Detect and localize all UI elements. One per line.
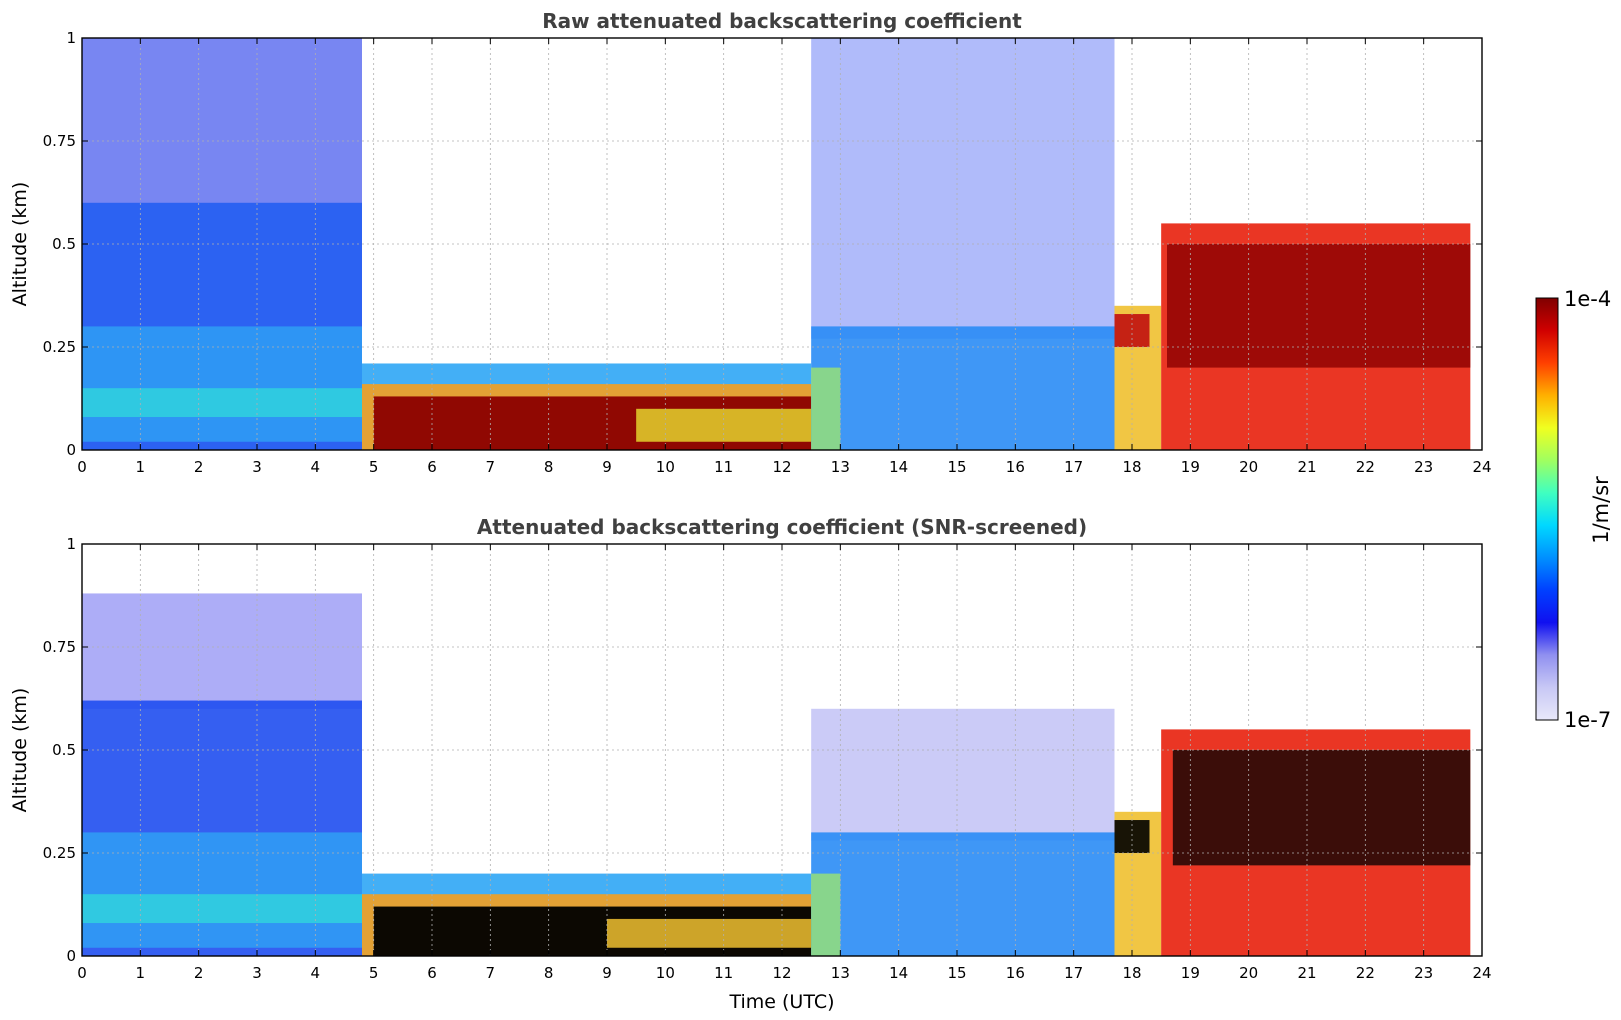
heatmap-band: [811, 873, 841, 956]
heatmap-band: [811, 708, 1115, 841]
x-tick-label: 7: [486, 964, 496, 982]
x-tick-label: 19: [1181, 964, 1200, 982]
x-tick-label: 17: [1064, 458, 1083, 476]
x-tick-label: 16: [1006, 458, 1025, 476]
x-tick-label: 4: [311, 964, 321, 982]
heatmap-band: [811, 326, 1115, 450]
y-tick-label: 1: [66, 535, 76, 553]
x-tick-label: 3: [252, 964, 262, 982]
colorbar-min-label: 1e-7: [1564, 708, 1611, 732]
x-tick-label: 21: [1297, 458, 1316, 476]
y-ticks: 0 0.25 0.5 0.75 1: [43, 29, 1482, 459]
grid-lines: [82, 544, 1482, 956]
y-tick-label: 0.5: [52, 235, 76, 253]
y-tick-label: 0.75: [43, 132, 76, 150]
y-tick-label: 0.5: [52, 741, 76, 759]
y-ticks: 0 0.25 0.5 0.75 1: [43, 535, 1482, 965]
heatmap-band: [82, 832, 362, 948]
heatmap-band: [82, 894, 362, 924]
x-tick-label: 20: [1239, 458, 1258, 476]
x-tick-label: 12: [772, 964, 791, 982]
x-tick-label: 5: [369, 458, 379, 476]
x-tick-label: 8: [544, 458, 554, 476]
x-tick-label: 20: [1239, 964, 1258, 982]
colorbar-gradient: [1535, 297, 1559, 721]
heatmap-band: [82, 326, 362, 442]
x-tick-label: 11: [714, 458, 733, 476]
y-axis-label: Altitude (km): [9, 688, 31, 813]
x-tick-label: 19: [1181, 458, 1200, 476]
y-tick-label: 0: [66, 947, 76, 965]
colorbar-unit-label: 1/m/sr: [1589, 476, 1613, 544]
x-tick-label: 18: [1122, 964, 1141, 982]
x-tick-label: 14: [889, 964, 908, 982]
y-tick-label: 0: [66, 441, 76, 459]
y-tick-label: 1: [66, 29, 76, 47]
x-tick-label: 13: [831, 964, 850, 982]
x-tick-label: 12: [772, 458, 791, 476]
y-axis-label: Altitude (km): [9, 182, 31, 307]
heatmap-area: [82, 593, 1471, 956]
x-tick-label: 23: [1414, 964, 1433, 982]
chart-title: Raw attenuated backscattering coefficien…: [542, 9, 1022, 33]
x-tick-label: 3: [252, 458, 262, 476]
heatmap-band: [811, 367, 841, 450]
x-tick-label: 15: [947, 458, 966, 476]
x-tick-label: 0: [77, 964, 87, 982]
x-tick-label: 10: [656, 964, 675, 982]
x-tick-label: 0: [77, 458, 87, 476]
x-tick-label: 24: [1472, 458, 1491, 476]
y-tick-label: 0.25: [43, 338, 76, 356]
colorbar-max-label: 1e-4: [1564, 287, 1611, 311]
x-tick-label: 9: [602, 964, 612, 982]
x-tick-label: 2: [194, 458, 204, 476]
x-tick-label: 5: [369, 964, 379, 982]
x-ticks: 0 1 2 3 4 5 6 7 8 9 10 11 12 13 14 15 16 17 18 19 20 21 22 23 24: [77, 38, 1492, 476]
grid-lines: [82, 38, 1482, 450]
x-tick-label: 4: [311, 458, 321, 476]
x-tick-label: 1: [136, 458, 146, 476]
x-tick-label: 17: [1064, 964, 1083, 982]
colorbar: 1e-4 1e-7 1/m/sr: [1535, 287, 1613, 732]
y-tick-label: 0.75: [43, 638, 76, 656]
heatmap-band: [82, 388, 362, 418]
x-tick-label: 13: [831, 458, 850, 476]
chart-panel-raw: Raw attenuated backscattering coefficien…: [9, 9, 1492, 476]
x-tick-label: 6: [427, 458, 437, 476]
chart-panel-screened: Attenuated backscattering coefficient (S…: [9, 515, 1492, 1013]
x-tick-label: 15: [947, 964, 966, 982]
heatmap-band: [1167, 244, 1471, 368]
x-tick-label: 18: [1122, 458, 1141, 476]
x-tick-label: 23: [1414, 458, 1433, 476]
x-tick-label: 7: [486, 458, 496, 476]
x-tick-label: 9: [602, 458, 612, 476]
x-ticks: 0 1 2 3 4 5 6 7 8 9 10 11 12 13 14 15 16 17 18 19 20 21 22 23 24: [77, 544, 1492, 982]
heatmap-band: [82, 593, 362, 709]
x-tick-label: 14: [889, 458, 908, 476]
x-tick-label: 24: [1472, 964, 1491, 982]
x-axis-label: Time (UTC): [728, 991, 834, 1013]
x-tick-label: 6: [427, 964, 437, 982]
x-tick-label: 8: [544, 964, 554, 982]
heatmap-band: [607, 918, 812, 948]
x-tick-label: 10: [656, 458, 675, 476]
y-tick-label: 0.25: [43, 844, 76, 862]
x-tick-label: 21: [1297, 964, 1316, 982]
heatmap-band: [811, 38, 1115, 339]
heatmap-band: [1172, 750, 1471, 866]
x-tick-label: 16: [1006, 964, 1025, 982]
x-tick-label: 2: [194, 964, 204, 982]
x-tick-label: 22: [1356, 964, 1375, 982]
x-tick-label: 22: [1356, 458, 1375, 476]
x-tick-label: 1: [136, 964, 146, 982]
chart-title: Attenuated backscattering coefficient (S…: [477, 515, 1087, 539]
x-tick-label: 11: [714, 964, 733, 982]
heatmap-band: [811, 832, 1115, 956]
